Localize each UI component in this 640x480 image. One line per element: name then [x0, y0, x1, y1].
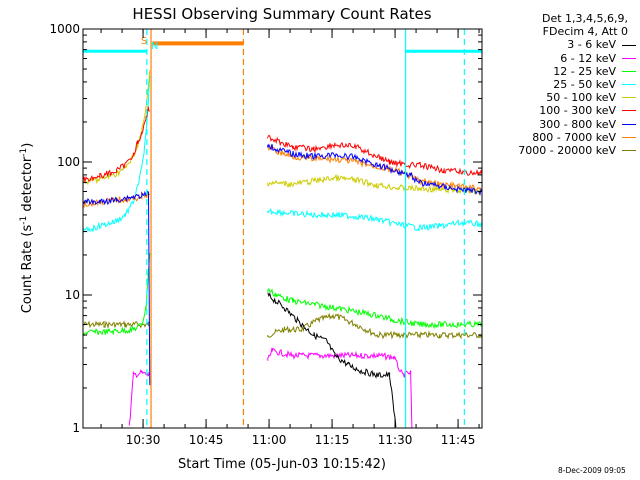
legend: Det 1,3,4,5,6,9, FDecim 4, Att 0 3 - 6 k…	[490, 12, 636, 157]
x-tick-label: 10:45	[189, 433, 224, 447]
series-line-4	[82, 75, 483, 235]
legend-header-line-1: Det 1,3,4,5,6,9,	[541, 12, 628, 25]
plot-frame	[82, 28, 483, 429]
chart-title: HESSI Observing Summary Count Rates	[132, 5, 431, 23]
series-line-1	[267, 292, 397, 427]
series-line-2	[128, 347, 413, 428]
y-tick-label: 100	[57, 155, 80, 169]
legend-swatch	[622, 150, 636, 151]
legend-swatch	[622, 97, 636, 99]
series-line-9	[82, 312, 483, 340]
legend-header-line-2: FDecim 4, Att 0	[542, 25, 628, 39]
annotation-n: N	[151, 41, 158, 52]
legend-label: 100 - 300 keV	[539, 104, 616, 118]
legend-label: 6 - 12 keV	[560, 51, 616, 65]
legend-swatch	[622, 70, 636, 72]
legend-rows: 3 - 6 keV 6 - 12 keV 12 - 25 keV 25 - 50 ke…	[490, 38, 636, 157]
legend-label: 12 - 25 keV	[553, 64, 616, 78]
x-tick-label: 11:15	[315, 433, 350, 447]
legend-label: 300 - 800 keV	[539, 117, 616, 131]
legend-entry: 3 - 6 keV	[490, 38, 636, 51]
legend-label: 3 - 6 keV	[567, 38, 616, 52]
legend-entry: 25 - 50 keV	[490, 78, 636, 91]
series-line-6	[82, 106, 483, 182]
legend-swatch	[622, 84, 636, 86]
legend-entry: 50 - 100 keV	[490, 91, 636, 104]
legend-entry: 100 - 300 keV	[490, 104, 636, 117]
legend-entry: 12 - 25 keV	[490, 65, 636, 78]
series-line-3	[82, 253, 483, 337]
legend-entry: 7000 - 20000 keV	[490, 144, 636, 157]
x-tick-label: 11:00	[252, 433, 287, 447]
legend-swatch	[622, 57, 636, 59]
series-line-7	[82, 143, 483, 386]
timestamp: 8-Dec-2009 09:05	[558, 466, 626, 475]
legend-label: 7000 - 20000 keV	[518, 143, 616, 157]
legend-entry: 300 - 800 keV	[490, 118, 636, 131]
series-line-8	[82, 144, 483, 209]
legend-swatch	[622, 110, 636, 112]
y-tick-label: 1	[72, 421, 80, 435]
legend-swatch	[622, 123, 636, 125]
series-line-5	[82, 70, 483, 196]
axes-layer: 1 10 100 1000 10:30 10:45 11:00 11:15 11:30 11:45	[49, 22, 483, 447]
x-tick-label: 11:45	[441, 433, 476, 447]
y-axis-label: Count Rate (s-1 detector-1)	[19, 143, 35, 314]
legend-entry: 6 - 12 keV	[490, 52, 636, 65]
x-tick-label: 10:30	[126, 433, 161, 447]
legend-entry: 800 - 7000 keV	[490, 131, 636, 144]
legend-swatch	[622, 136, 636, 138]
annotation-s: S	[141, 36, 147, 47]
y-tick-label: 10	[65, 288, 80, 302]
legend-label: 800 - 7000 keV	[532, 130, 616, 144]
x-tick-label: 11:30	[378, 433, 413, 447]
y-tick-label: 1000	[49, 22, 80, 36]
legend-label: 25 - 50 keV	[553, 77, 616, 91]
legend-swatch	[622, 44, 636, 46]
x-axis-label: Start Time (05-Jun-03 10:15:42)	[178, 457, 386, 472]
legend-label: 50 - 100 keV	[546, 91, 616, 105]
series-layer	[82, 70, 483, 428]
